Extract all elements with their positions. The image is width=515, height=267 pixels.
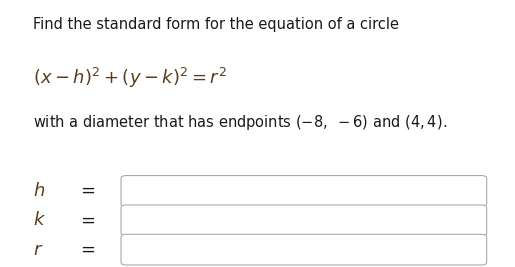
Text: =: =	[80, 182, 95, 200]
Text: $h$: $h$	[33, 182, 46, 200]
Text: $k$: $k$	[33, 211, 46, 229]
FancyBboxPatch shape	[121, 176, 487, 206]
FancyBboxPatch shape	[121, 205, 487, 235]
Text: =: =	[80, 241, 95, 259]
Text: $r$: $r$	[33, 241, 44, 259]
Text: =: =	[80, 211, 95, 229]
Text: with a diameter that has endpoints $( - 8,\ - 6)$ and $(4, 4).$: with a diameter that has endpoints $( - …	[33, 113, 448, 132]
Text: $(x - h)^2 + (y - k)^2 = r^2$: $(x - h)^2 + (y - k)^2 = r^2$	[33, 65, 228, 89]
FancyBboxPatch shape	[121, 234, 487, 265]
Text: Find the standard form for the equation of a circle: Find the standard form for the equation …	[33, 17, 400, 32]
